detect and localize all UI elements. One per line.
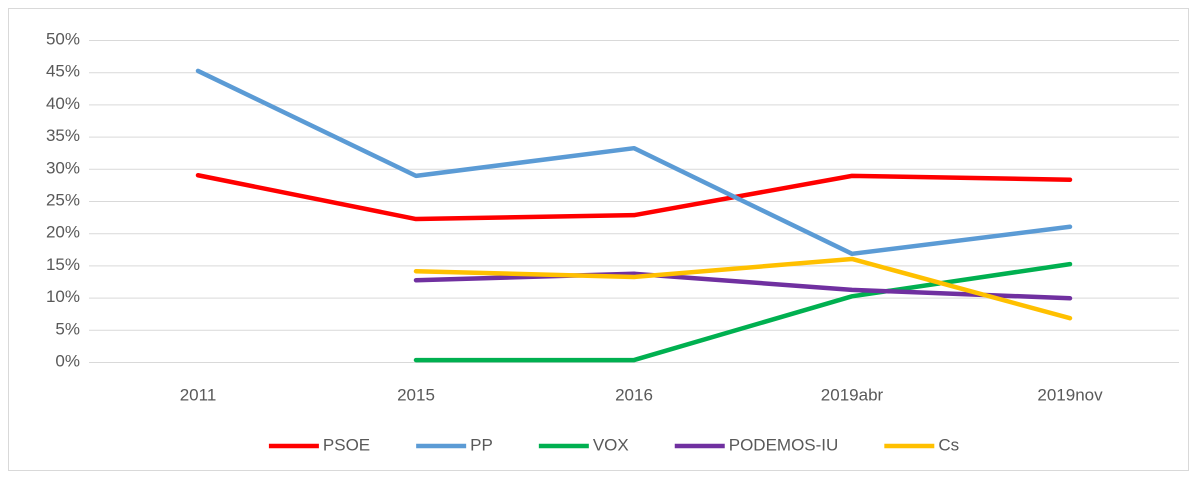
y-tick-label: 25%: [46, 190, 80, 209]
legend-label: PODEMOS-IU: [729, 435, 839, 454]
y-tick-label: 5%: [55, 319, 80, 338]
y-tick-label: 0%: [55, 351, 80, 370]
y-tick-label: 20%: [46, 223, 80, 242]
y-tick-label: 30%: [46, 158, 80, 177]
x-tick-label: 2011: [180, 385, 217, 404]
y-tick-label: 40%: [46, 94, 80, 113]
x-tick-label: 2019abr: [821, 385, 884, 404]
y-tick-label: 15%: [46, 255, 80, 274]
series-line: [413, 271, 1073, 301]
y-tick-label: 50%: [46, 29, 80, 48]
x-tick-label: 2016: [615, 385, 653, 404]
series-line: [413, 256, 1073, 321]
legend-label: Cs: [938, 435, 959, 454]
series-line: [195, 172, 1073, 222]
series-line: [413, 261, 1073, 363]
y-tick-label: 45%: [46, 62, 80, 81]
x-tick-label: 2019nov: [1037, 385, 1103, 404]
chart-frame: [8, 8, 1189, 471]
x-tick-label: 2015: [397, 385, 435, 404]
legend-label: PP: [470, 435, 493, 454]
y-tick-label: 10%: [46, 287, 80, 306]
series-line: [195, 68, 1073, 257]
legend-label: PSOE: [323, 435, 370, 454]
y-tick-label: 35%: [46, 126, 80, 145]
legend-label: VOX: [593, 435, 629, 454]
